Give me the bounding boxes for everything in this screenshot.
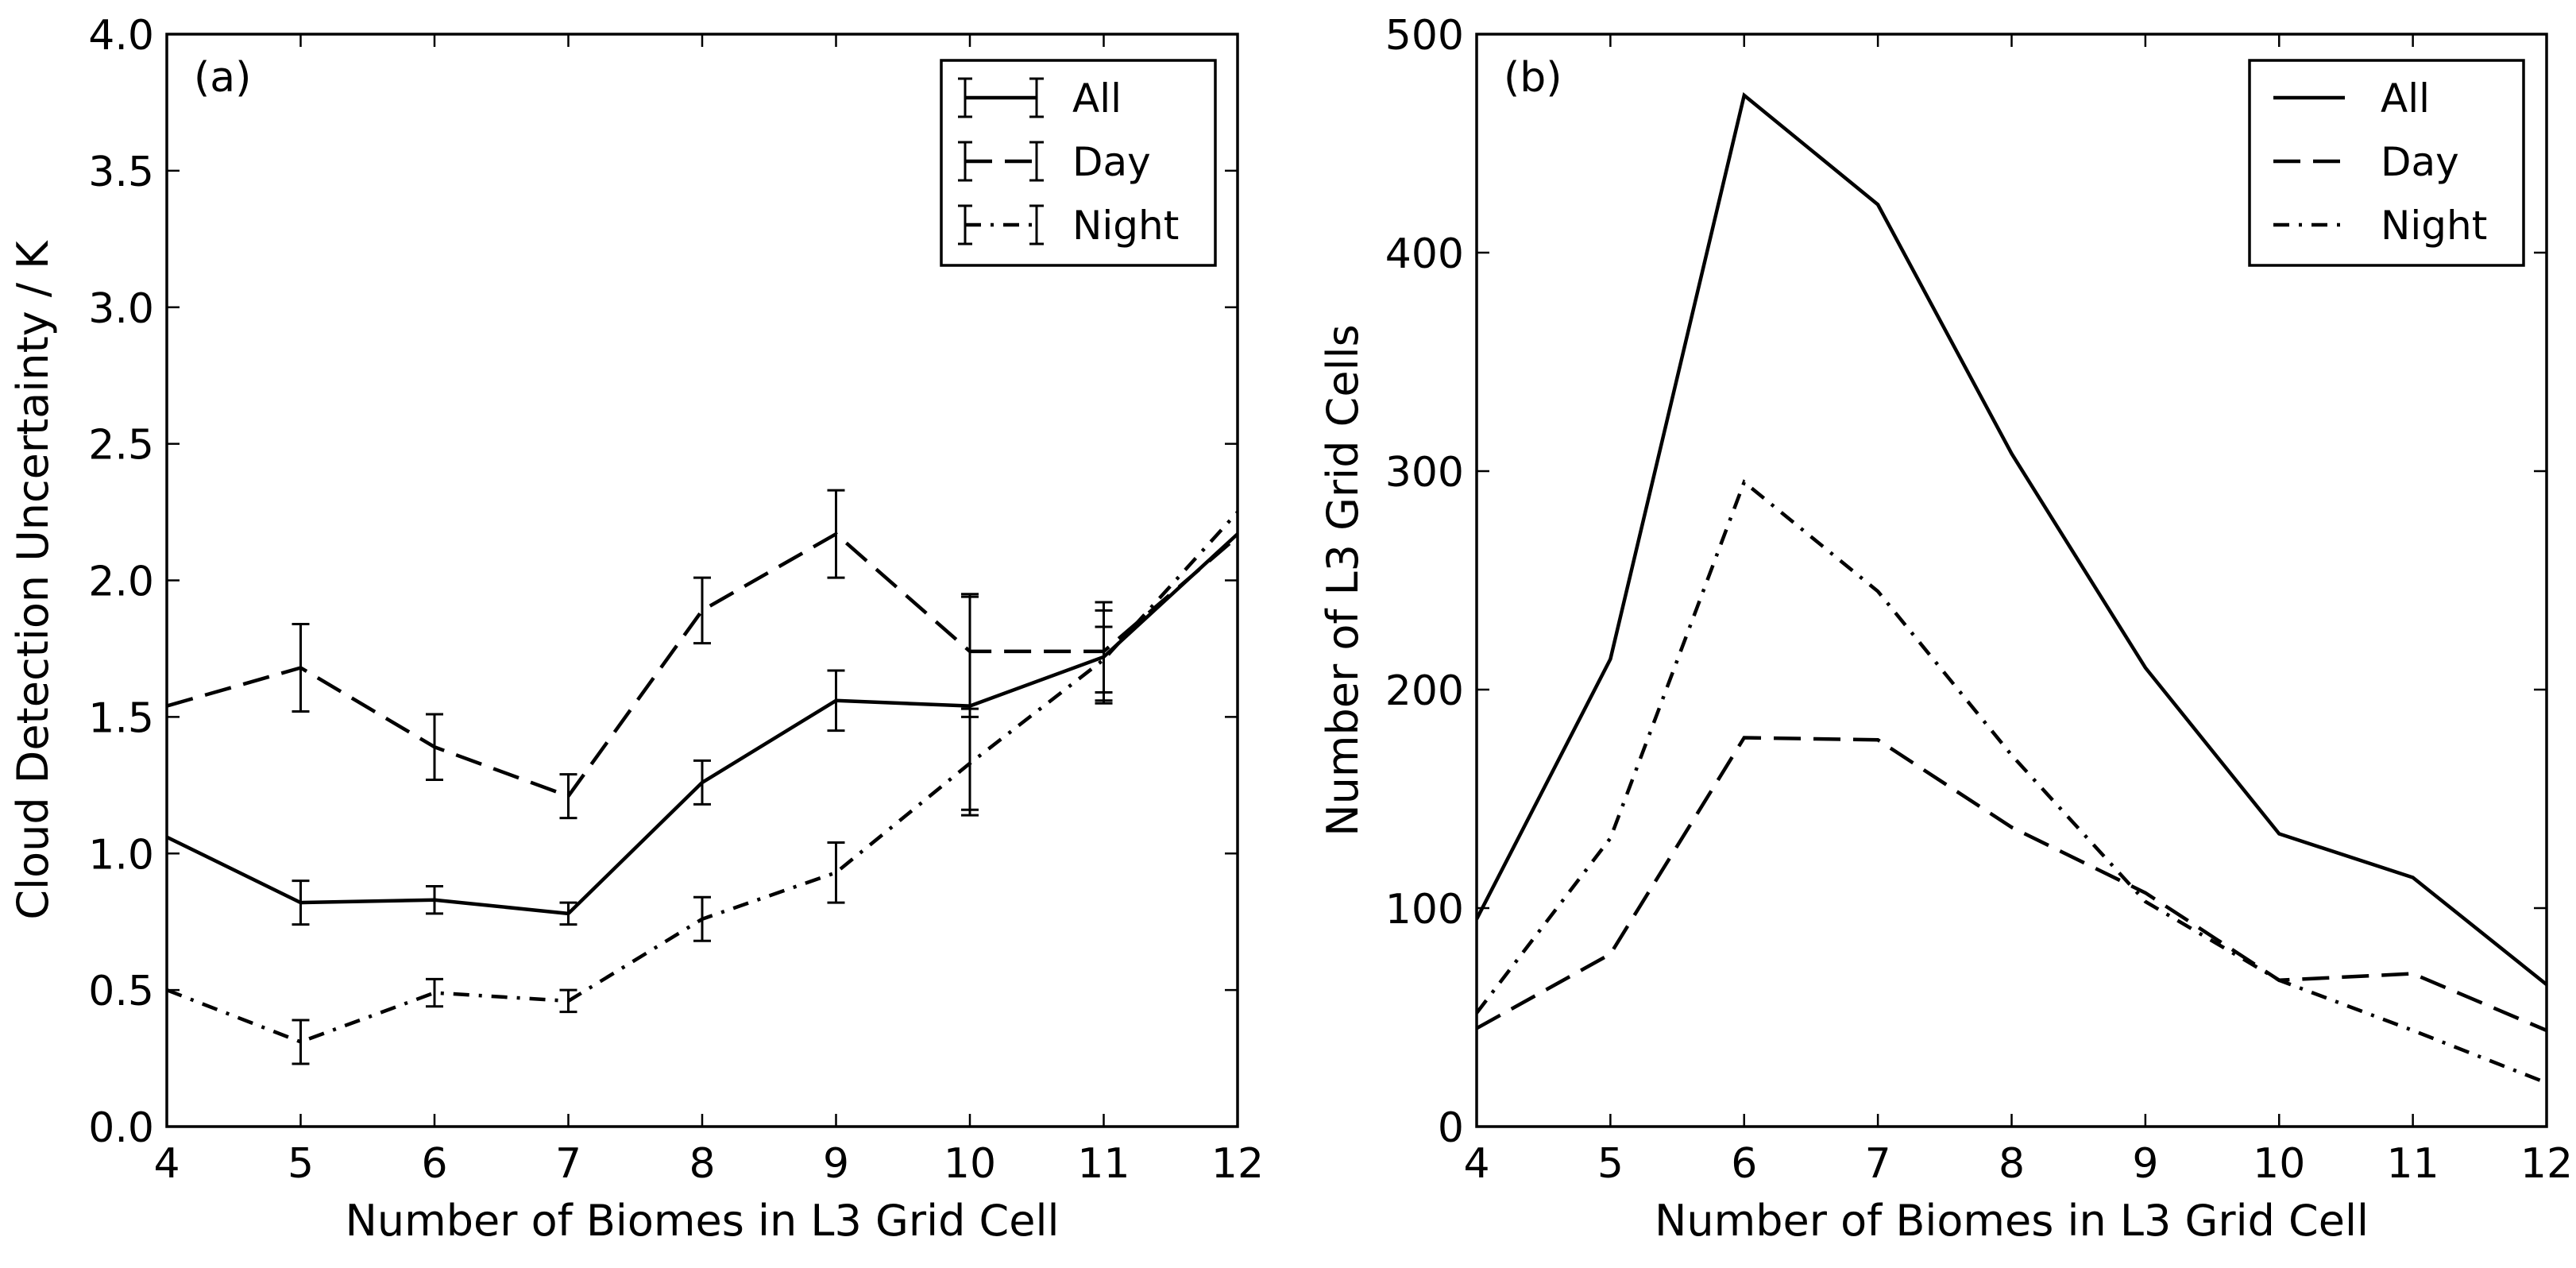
legend-label-day: Day bbox=[2381, 139, 2459, 185]
x-tick-label: 4 bbox=[153, 1140, 180, 1188]
y-tick-label: 2.0 bbox=[88, 559, 154, 606]
y-tick-label: 1.0 bbox=[88, 831, 154, 879]
legend-label-night: Night bbox=[2381, 203, 2487, 249]
x-tick-label: 10 bbox=[944, 1140, 996, 1188]
x-tick-label: 12 bbox=[1211, 1140, 1264, 1188]
x-tick-label: 5 bbox=[288, 1140, 314, 1188]
x-tick-label: 5 bbox=[1597, 1140, 1624, 1188]
x-tick-label: 6 bbox=[1731, 1140, 1757, 1188]
legend-label-day: Day bbox=[1072, 139, 1151, 185]
y-axis-label: Cloud Detection Uncertainty / K bbox=[8, 240, 58, 920]
y-tick-label: 0.5 bbox=[88, 968, 154, 1015]
x-tick-label: 4 bbox=[1463, 1140, 1489, 1188]
x-tick-label: 6 bbox=[421, 1140, 447, 1188]
y-axis-label: Number of L3 Grid Cells bbox=[1318, 324, 1368, 836]
x-tick-label: 7 bbox=[1865, 1140, 1891, 1188]
legend: All Day Night bbox=[940, 59, 1217, 267]
plot-area bbox=[1477, 91, 2547, 1085]
x-axis-label: Number of Biomes in L3 Grid Cell bbox=[346, 1196, 1060, 1246]
y-tick-label: 2.5 bbox=[88, 422, 154, 470]
legend: All Day Night bbox=[2248, 59, 2525, 267]
axes-frame bbox=[165, 33, 1239, 1128]
x-tick-label: 8 bbox=[1999, 1140, 2025, 1188]
y-tick-label: 0.0 bbox=[88, 1104, 154, 1152]
plot-area bbox=[167, 489, 1238, 1065]
y-tick-label: 3.0 bbox=[88, 285, 154, 333]
panel-label: (a) bbox=[194, 54, 251, 102]
axes-frame bbox=[1475, 33, 2548, 1128]
y-tick-label: 100 bbox=[1385, 886, 1464, 934]
legend-label-night: Night bbox=[1072, 203, 1179, 249]
y-tick-label: 300 bbox=[1385, 449, 1464, 497]
y-tick-label: 200 bbox=[1385, 667, 1464, 715]
x-tick-label: 10 bbox=[2253, 1140, 2305, 1188]
legend-label-all: All bbox=[1072, 75, 1122, 122]
x-tick-label: 9 bbox=[2132, 1140, 2158, 1188]
y-tick-label: 1.5 bbox=[88, 694, 154, 742]
series-line-day bbox=[1477, 736, 2547, 1033]
x-tick-label: 11 bbox=[1077, 1140, 1130, 1188]
x-tick-label: 9 bbox=[823, 1140, 849, 1188]
x-tick-label: 7 bbox=[555, 1140, 581, 1188]
x-tick-label: 12 bbox=[2520, 1140, 2573, 1188]
series-line-night bbox=[1477, 479, 2547, 1085]
x-tick-label: 11 bbox=[2387, 1140, 2439, 1188]
panel-b-chart: 4 5 6 7 8 9 10 11 12 0 100 200 300 400 500 (b) Number of… bbox=[1318, 12, 2573, 1246]
legend-label-all: All bbox=[2381, 75, 2430, 122]
panel-a-chart: 4 5 6 7 8 9 10 11 12 0.0 0.5 1.0 1.5 2.0 2.5 3.0 3.5 4.0 (… bbox=[8, 12, 1264, 1246]
y-tick-label: 400 bbox=[1385, 230, 1464, 278]
series-line-all bbox=[1477, 91, 2547, 987]
y-tick-label: 0 bbox=[1438, 1104, 1464, 1152]
x-axis-label: Number of Biomes in L3 Grid Cell bbox=[1655, 1196, 2369, 1246]
series-line-day bbox=[167, 532, 1238, 798]
y-tick-label: 3.5 bbox=[88, 149, 154, 196]
panel-label: (b) bbox=[1504, 54, 1562, 102]
y-tick-label: 500 bbox=[1385, 12, 1464, 60]
x-tick-label: 8 bbox=[689, 1140, 715, 1188]
y-tick-label: 4.0 bbox=[88, 12, 154, 60]
